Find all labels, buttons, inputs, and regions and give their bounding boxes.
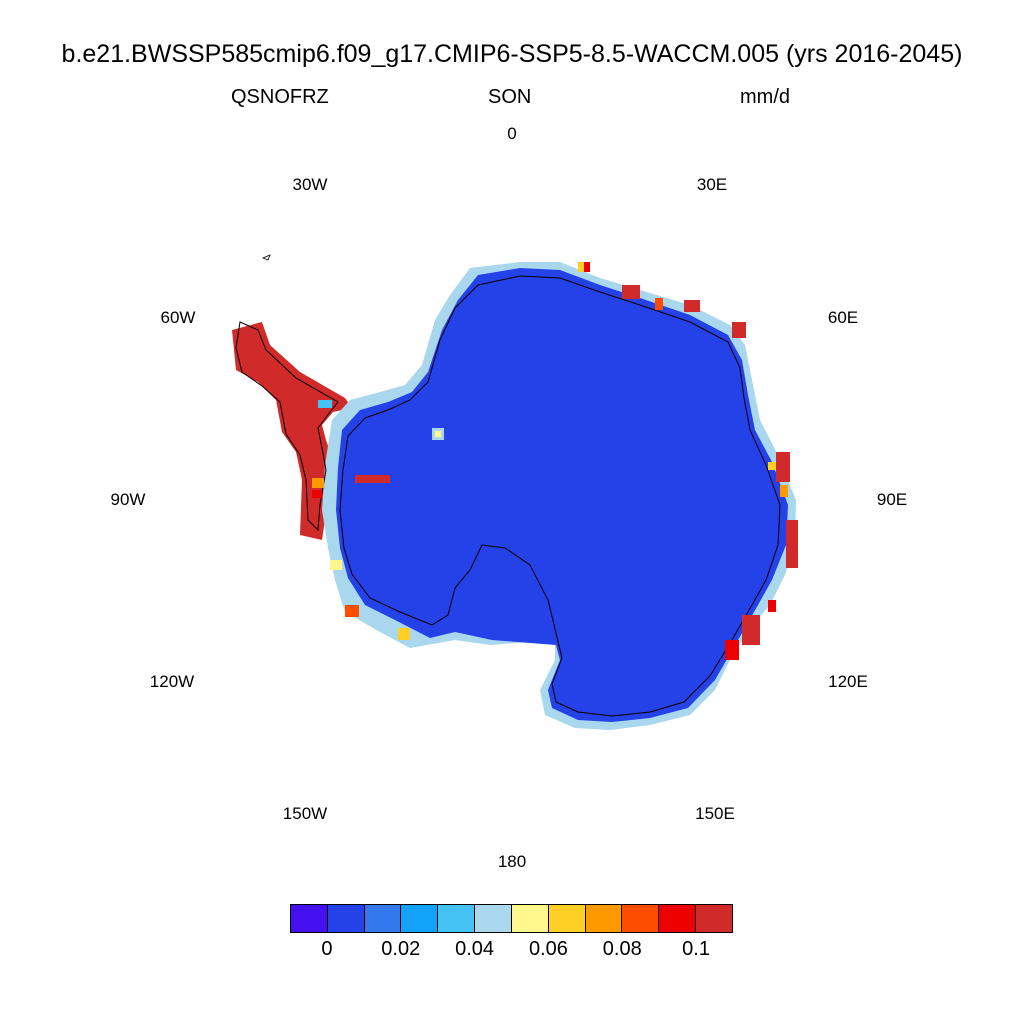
hotspot <box>355 475 390 483</box>
lon-label-180: 180 <box>497 852 527 871</box>
lon-label-150w: 150W <box>282 804 328 823</box>
colorbar-box <box>475 905 512 932</box>
units-label: mm/d <box>740 86 790 108</box>
hotspot <box>725 640 739 660</box>
colorbar-box <box>327 905 365 932</box>
colorbar-box <box>548 905 586 932</box>
colorbar-tick-label: 0.02 <box>381 938 421 960</box>
ice-sheet <box>336 268 788 722</box>
lon-label-90w: 90W <box>110 490 146 509</box>
season-label: SON <box>488 86 532 108</box>
lon-label-30e: 30E <box>696 175 728 194</box>
hotspot <box>622 285 640 299</box>
hotspot <box>684 300 700 312</box>
hotspot <box>780 485 788 497</box>
hotspot <box>768 600 776 612</box>
colorbar-box <box>585 905 623 932</box>
colorbar-box <box>622 905 660 932</box>
hotspot <box>312 490 322 498</box>
lon-label-120e: 120E <box>828 672 868 691</box>
hotspot <box>776 452 790 482</box>
coastline <box>339 275 781 717</box>
hotspot <box>786 520 798 568</box>
hotspot <box>584 262 590 272</box>
lon-label-120w: 120W <box>149 672 195 691</box>
colorbar-box <box>291 905 328 932</box>
colorbar-tick-label: 0.04 <box>455 938 495 960</box>
colorbar-tick-label: 0 <box>321 938 333 960</box>
lon-label-90e: 90E <box>876 490 908 509</box>
lon-label-60w: 60W <box>160 308 196 327</box>
lon-label-30w: 30W <box>292 175 328 194</box>
hotspot <box>768 462 776 470</box>
hotspot <box>578 262 584 272</box>
colorbar-box <box>401 905 439 932</box>
lon-label-60e: 60E <box>827 308 859 327</box>
colorbar-tick-label: 0.08 <box>602 938 642 960</box>
colorbar-box <box>511 905 549 932</box>
hotspot <box>318 400 332 408</box>
colorbar <box>290 904 733 933</box>
colorbar-box <box>364 905 402 932</box>
hotspot <box>345 605 359 617</box>
colorbar-box <box>696 905 732 932</box>
hotspot <box>330 560 342 570</box>
plot-title: b.e21.BWSSP585cmip6.f09_g17.CMIP6-SSP5-8… <box>61 40 963 68</box>
colorbar-tick-label: 0.06 <box>528 938 568 960</box>
hotspot <box>732 322 746 338</box>
colorbar-tick-label: 0.1 <box>682 938 710 960</box>
island-outline <box>261 254 271 261</box>
hotspot <box>398 628 410 640</box>
variable-label: QSNOFRZ <box>231 86 329 108</box>
hotspot <box>312 478 324 488</box>
hotspot <box>655 298 663 310</box>
colorbar-box <box>438 905 476 932</box>
lon-label-150e: 150E <box>695 804 735 823</box>
hotspot <box>742 615 760 645</box>
colorbar-box <box>659 905 697 932</box>
hotspot <box>435 431 441 437</box>
peninsula-outline <box>235 321 339 532</box>
lon-label-0: 0 <box>507 124 517 143</box>
